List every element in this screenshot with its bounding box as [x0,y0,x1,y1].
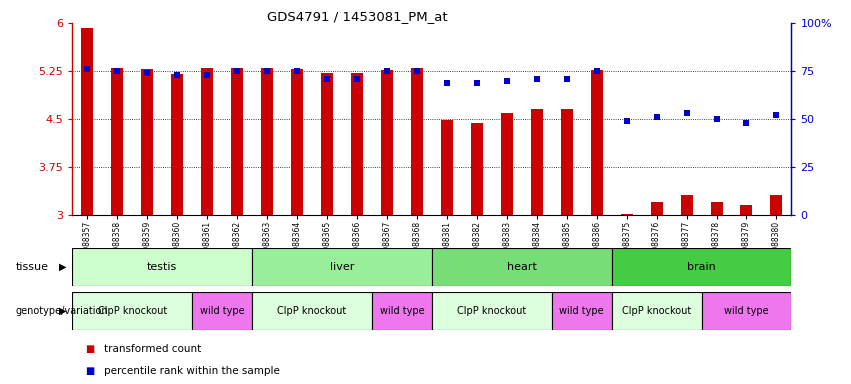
Bar [82,28,94,215]
Bar [431,248,612,286]
Text: genotype/variation: genotype/variation [15,306,108,316]
Bar [231,68,243,215]
Bar [201,68,213,215]
Bar [381,70,393,215]
Bar [441,120,453,215]
Bar [411,68,423,215]
Bar [620,214,632,215]
Point [740,120,753,126]
Bar [171,74,183,215]
Point [231,68,244,74]
Bar [141,69,153,215]
Point [769,112,783,118]
Point [140,70,154,76]
Bar [561,109,573,215]
Point [380,68,394,74]
Bar [252,248,431,286]
Text: ■: ■ [85,344,94,354]
Bar [612,248,791,286]
Bar [612,292,701,330]
Point [650,114,664,120]
Bar [111,68,123,215]
Text: ClpP knockout: ClpP knockout [98,306,167,316]
Bar [72,292,192,330]
Text: transformed count: transformed count [104,344,201,354]
Text: testis: testis [147,262,177,272]
Text: tissue: tissue [15,262,49,272]
Bar [471,123,483,215]
Point [111,68,124,74]
Text: ■: ■ [85,366,94,376]
Bar [372,292,431,330]
Text: percentile rank within the sample: percentile rank within the sample [104,366,280,376]
Bar [72,248,252,286]
Text: GDS4791 / 1453081_PM_at: GDS4791 / 1453081_PM_at [267,10,448,23]
Point [710,116,723,122]
Text: wild type: wild type [380,306,425,316]
Text: ClpP knockout: ClpP knockout [457,306,527,316]
Point [170,72,184,78]
Text: liver: liver [330,262,354,272]
Text: ▶: ▶ [59,306,66,316]
Bar [591,70,603,215]
Bar [770,195,782,215]
Point [81,66,94,72]
Bar [701,292,791,330]
Point [350,76,363,82]
Point [410,68,424,74]
Point [530,76,544,82]
Point [290,68,304,74]
Text: wild type: wild type [200,306,244,316]
Bar [711,202,722,215]
Point [620,118,633,124]
Point [680,110,694,116]
Point [470,79,483,86]
Bar [500,113,513,215]
Bar [321,73,333,215]
Bar [252,292,372,330]
Bar [291,69,303,215]
Point [440,79,454,86]
Bar [261,68,273,215]
Point [260,68,274,74]
Bar [551,292,612,330]
Text: ClpP knockout: ClpP knockout [277,306,346,316]
Bar [651,202,663,215]
Point [500,78,514,84]
Text: wild type: wild type [724,306,768,316]
Text: ▶: ▶ [59,262,66,272]
Bar [531,109,543,215]
Bar [681,195,693,215]
Bar [192,292,252,330]
Point [320,76,334,82]
Bar [351,73,363,215]
Text: ClpP knockout: ClpP knockout [622,306,691,316]
Text: heart: heart [507,262,537,272]
Text: wild type: wild type [559,306,604,316]
Point [200,72,214,78]
Point [590,68,603,74]
Point [560,76,574,82]
Text: brain: brain [687,262,716,272]
Bar [431,292,551,330]
Bar [740,205,752,215]
